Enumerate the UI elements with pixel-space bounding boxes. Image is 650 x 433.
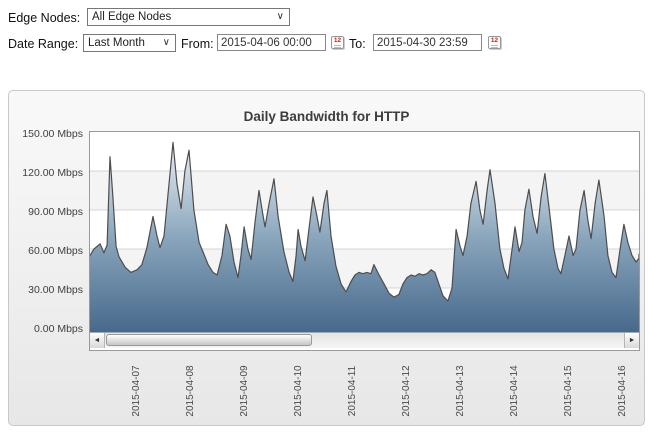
x-tick-label: 2015-04-16 (617, 365, 628, 417)
x-tick-label: 2015-04-14 (509, 365, 520, 417)
chart-title: Daily Bandwidth for HTTP (243, 109, 410, 124)
chevron-down-icon: ∨ (276, 11, 284, 22)
x-tick-label: 2015-04-08 (185, 365, 196, 417)
calendar-day-number: 12 (490, 37, 499, 44)
y-tick-label: 30.00 Mbps (28, 284, 83, 296)
chart-panel: Daily Bandwidth for HTTP 150.00 Mbps 120.… (8, 90, 645, 426)
calendar-line (491, 47, 498, 48)
y-tick-label: 0.00 Mbps (33, 323, 83, 335)
y-tick-label: 150.00 Mbps (22, 128, 83, 140)
edge-nodes-label: Edge Nodes: (8, 11, 81, 25)
left-arrow-icon: ◄ (93, 337, 101, 344)
edge-nodes-selected-value: All Edge Nodes (92, 11, 172, 23)
chart-scrollbar[interactable]: ◄ ► (90, 332, 639, 348)
plot-area: ◄ ► (89, 131, 640, 351)
x-tick-label: 2015-04-07 (131, 365, 142, 417)
to-date-input[interactable] (373, 34, 482, 51)
to-label: To: (349, 37, 366, 51)
calendar-line (334, 45, 341, 46)
x-tick-label: 2015-04-09 (239, 365, 250, 417)
x-tick-label: 2015-04-13 (455, 365, 466, 417)
bandwidth-area-chart (90, 132, 639, 332)
from-date-input[interactable] (217, 34, 326, 51)
x-tick-label: 2015-04-12 (401, 365, 412, 417)
y-tick-label: 60.00 Mbps (28, 245, 83, 257)
scroll-right-button[interactable]: ► (624, 333, 639, 348)
right-arrow-icon: ► (628, 337, 636, 344)
x-tick-label: 2015-04-10 (293, 365, 304, 417)
calendar-line (334, 47, 341, 48)
x-tick-label: 2015-04-15 (563, 365, 574, 417)
calendar-line (491, 45, 498, 46)
y-tick-label: 90.00 Mbps (28, 206, 83, 218)
chevron-down-icon: ∨ (162, 37, 170, 48)
date-range-selected-value: Last Month (88, 37, 145, 49)
date-range-label: Date Range: (8, 37, 79, 51)
scroll-left-button[interactable]: ◄ (90, 333, 105, 348)
to-calendar-icon[interactable]: 12 (488, 36, 501, 49)
edge-nodes-select[interactable]: All Edge Nodes ∨ (87, 8, 290, 26)
from-calendar-icon[interactable]: 12 (331, 36, 344, 49)
scrollbar-thumb[interactable] (106, 334, 312, 346)
calendar-day-number: 12 (333, 37, 342, 44)
x-tick-label: 2015-04-11 (347, 365, 358, 417)
date-range-select[interactable]: Last Month ∨ (83, 34, 176, 52)
y-tick-label: 120.00 Mbps (22, 167, 83, 179)
from-label: From: (181, 37, 214, 51)
